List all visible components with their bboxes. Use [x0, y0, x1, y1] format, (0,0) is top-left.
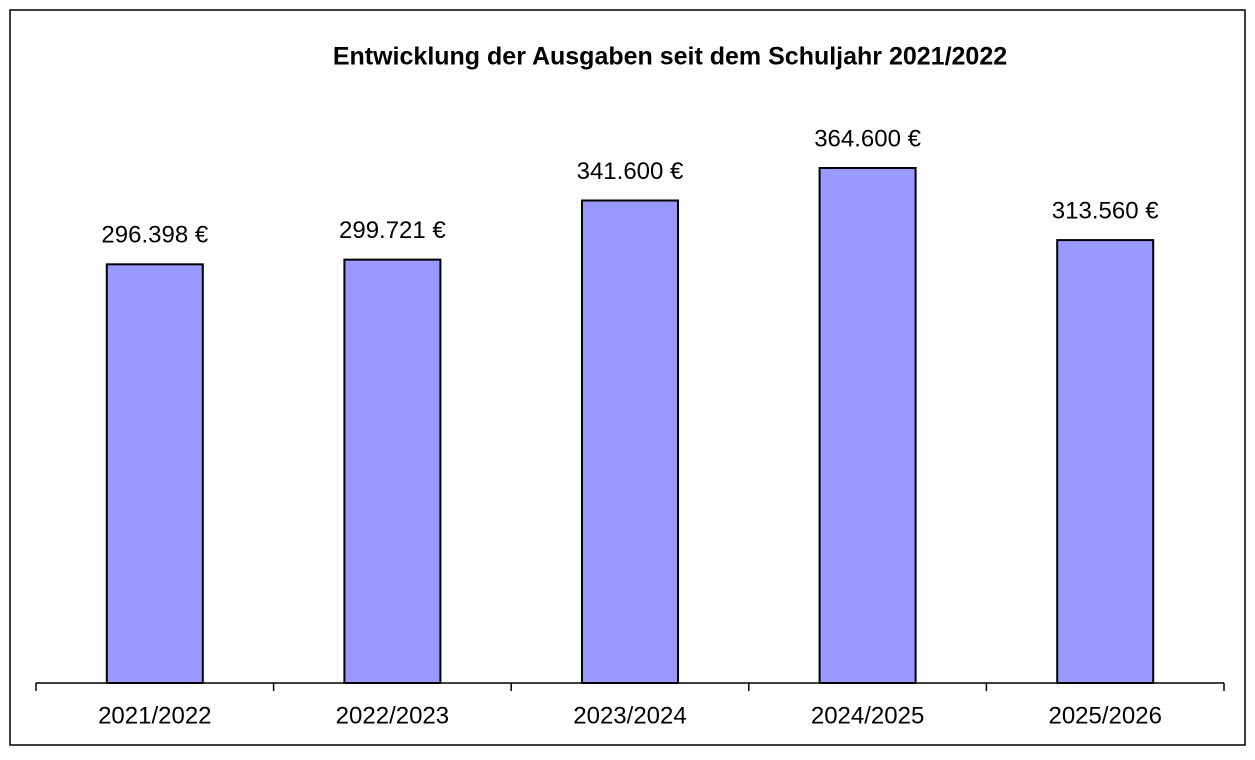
chart-title: Entwicklung der Ausgaben seit dem Schulj… — [333, 43, 1007, 71]
x-tick-label: 2023/2024 — [573, 702, 686, 729]
bar — [343, 258, 442, 684]
value-label: 364.600 € — [814, 125, 921, 152]
value-label: 341.600 € — [577, 158, 684, 185]
value-label: 296.398 € — [101, 222, 208, 249]
x-tick-label: 2025/2026 — [1048, 702, 1161, 729]
bar — [818, 167, 917, 684]
x-tick-label: 2024/2025 — [811, 702, 924, 729]
bar — [581, 199, 679, 685]
value-label: 299.721 € — [339, 217, 446, 244]
bar — [105, 263, 204, 684]
bar — [1056, 239, 1155, 684]
value-label: 313.560 € — [1052, 197, 1159, 224]
x-tick-label: 2022/2023 — [336, 702, 449, 729]
x-tick-label: 2021/2022 — [98, 702, 211, 729]
